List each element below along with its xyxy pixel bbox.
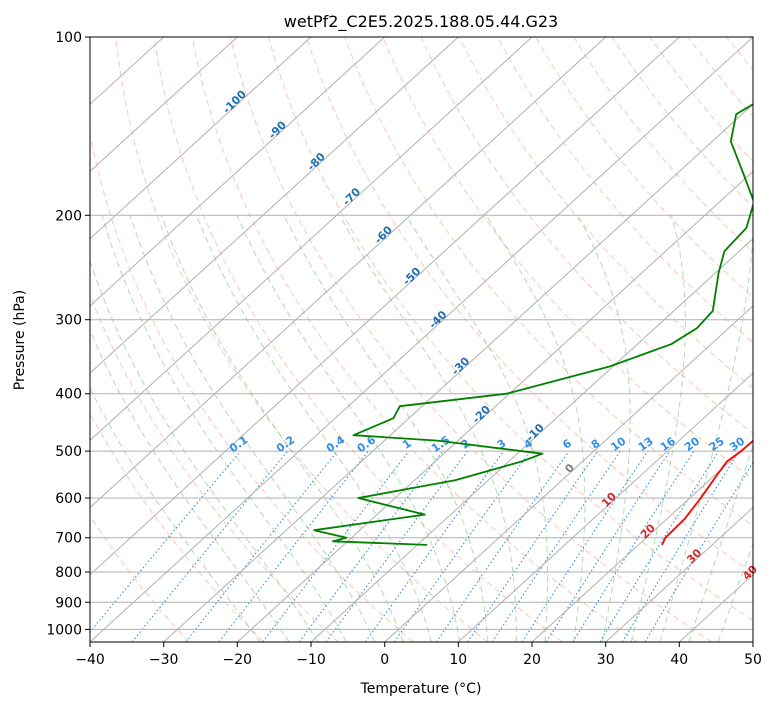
isotherm-line — [531, 439, 753, 642]
mixing-ratio-line — [298, 450, 444, 642]
mixing-ratio-line — [90, 450, 242, 633]
dry-adiabat-line — [458, 37, 753, 389]
isotherm-line — [90, 37, 459, 374]
moist-adiabat-line — [630, 215, 686, 642]
dry-adiabat-line — [306, 37, 753, 574]
moist-adiabat-line — [485, 215, 586, 642]
y-tick-label: 200 — [55, 208, 82, 224]
isotherm-line — [384, 305, 753, 642]
moist-adiabat-line — [129, 215, 376, 642]
y-tick-label: 400 — [55, 387, 82, 403]
moist-adiabat-line — [577, 215, 631, 642]
y-tick-label: 500 — [55, 444, 82, 460]
mixing-ratio-line — [545, 450, 671, 642]
moist-adiabat-line — [688, 444, 753, 642]
chart-title: wetPf2_C2E5.2025.188.05.44.G23 — [284, 12, 558, 32]
mixing-ratio-line — [325, 450, 468, 642]
isotherm-line — [90, 37, 753, 642]
moist-adiabat-line — [90, 259, 319, 642]
mixing-ratio-line — [185, 450, 339, 642]
moist-adiabat-line — [339, 215, 517, 642]
x-tick-label: 40 — [670, 652, 688, 668]
x-axis-label: Temperature (°C) — [360, 681, 482, 697]
dry-adiabat-line — [765, 37, 775, 642]
isotherm-line — [90, 37, 312, 240]
isotherm-line — [310, 237, 753, 642]
x-tick-label: −40 — [75, 652, 105, 668]
mixing-ratio-line — [621, 450, 740, 642]
moist-adiabat-line — [101, 215, 347, 642]
temperature-profile — [661, 439, 753, 546]
moist-adiabat-line — [405, 215, 549, 642]
dry-adiabat-line — [611, 37, 753, 208]
y-tick-label: 900 — [55, 595, 82, 611]
isotherm-line — [90, 37, 386, 307]
x-tick-label: 30 — [597, 652, 615, 668]
y-axis-label: Pressure (hPa) — [12, 290, 28, 390]
isotherm-line — [90, 37, 607, 509]
moist-adiabat-line — [160, 215, 404, 642]
y-tick-label: 800 — [55, 565, 82, 581]
x-tick-label: 0 — [380, 652, 389, 668]
mixing-ratio-line — [572, 450, 695, 642]
mixing-ratio-line — [131, 450, 289, 642]
mixing-ratio-line — [435, 450, 570, 642]
pressure-gridlines — [90, 37, 753, 630]
isotherm-line — [457, 372, 753, 642]
y-tick-label: 300 — [55, 313, 82, 329]
isotherm-line — [752, 641, 753, 642]
dry-adiabat-line — [420, 37, 753, 435]
dewpoint-profile — [313, 103, 753, 546]
isotherm-line — [90, 37, 680, 576]
dry-adiabat-line — [268, 37, 753, 622]
dry-adiabat-line — [90, 293, 339, 642]
dry-adiabat-line — [191, 37, 638, 642]
y-tick-label: 600 — [55, 491, 82, 507]
dry-adiabat-line — [153, 37, 563, 642]
y-tick-label: 100 — [55, 30, 82, 46]
y-tick-label: 700 — [55, 531, 82, 547]
x-tick-label: 10 — [449, 652, 467, 668]
mixing-ratio-line — [491, 450, 621, 642]
x-tick-label: 20 — [523, 652, 541, 668]
mixing-ratio-line — [521, 450, 649, 642]
x-tick-label: −20 — [223, 652, 253, 668]
isotherm-line — [90, 37, 238, 173]
sounding-series — [313, 103, 753, 546]
x-tick-label: 50 — [744, 652, 762, 668]
moist-adiabat-line — [90, 387, 261, 642]
dry-adiabat-line — [90, 515, 190, 642]
mixing-ratio-lines — [90, 450, 753, 642]
x-tick-label: −10 — [296, 652, 326, 668]
dry-adiabat-line — [229, 37, 712, 642]
moist-adiabat-line — [196, 215, 432, 642]
mixing-ratio-line — [364, 450, 505, 642]
dry-adiabats — [90, 37, 775, 642]
isotherm-line — [90, 37, 533, 442]
mixing-ratio-line — [467, 450, 599, 642]
y-tick-label: 1000 — [46, 622, 82, 638]
dry-adiabat-line — [649, 37, 753, 163]
moist-adiabat-line — [236, 215, 461, 642]
isotherm-line — [163, 103, 753, 642]
plot-frame — [89, 36, 754, 643]
mixing-ratio-line — [262, 450, 410, 642]
isotherms — [90, 37, 753, 642]
x-tick-label: −30 — [149, 652, 179, 668]
dry-adiabat-line — [535, 37, 753, 298]
dry-adiabat-line — [382, 37, 753, 481]
moist-adiabats — [90, 215, 753, 642]
isotherm-line — [605, 506, 753, 642]
